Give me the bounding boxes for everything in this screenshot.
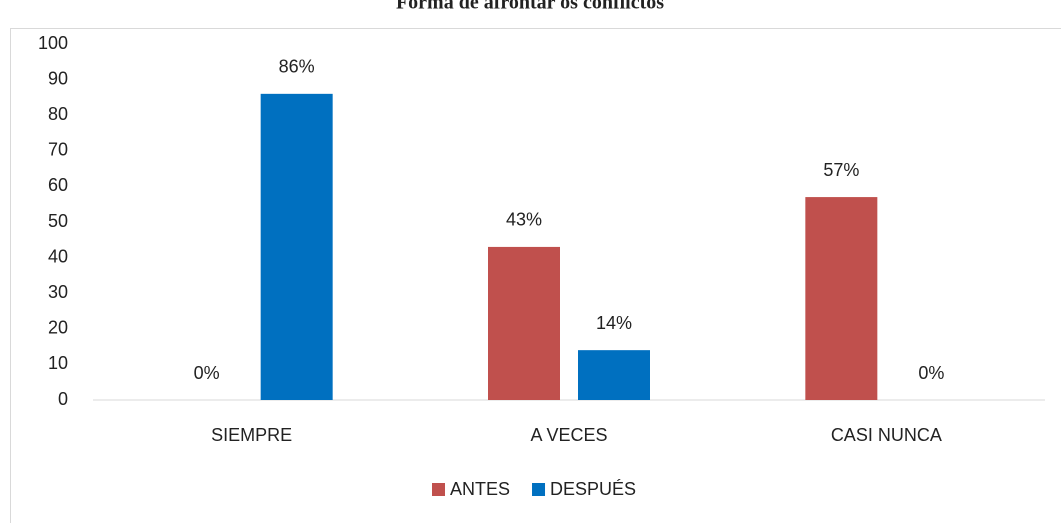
- data-label: 43%: [506, 210, 542, 230]
- y-tick-label: 20: [48, 318, 68, 338]
- y-tick-label: 0: [58, 389, 68, 409]
- bar: [260, 93, 333, 400]
- y-tick-label: 50: [48, 211, 68, 231]
- bar: [805, 197, 878, 400]
- y-tick-label: 70: [48, 140, 68, 160]
- legend-swatch: [432, 483, 445, 496]
- data-label: 57%: [823, 160, 859, 180]
- legend-label: DESPUÉS: [550, 479, 636, 499]
- y-tick-label: 30: [48, 282, 68, 302]
- y-tick-label: 80: [48, 104, 68, 124]
- bar: [488, 246, 560, 400]
- data-label: 86%: [279, 57, 315, 77]
- y-tick-label: 100: [38, 33, 68, 53]
- y-tick-label: 60: [48, 175, 68, 195]
- y-tick-label: 40: [48, 246, 68, 266]
- x-tick-label: A VECES: [530, 425, 607, 445]
- x-tick-label: CASI NUNCA: [831, 425, 942, 445]
- y-tick-label: 90: [48, 68, 68, 88]
- data-label: 14%: [596, 313, 632, 333]
- x-tick-label: SIEMPRE: [211, 425, 292, 445]
- legend-label: ANTES: [450, 479, 510, 499]
- bar: [578, 350, 650, 400]
- chart-title: Forma de afrontar os conflictos: [396, 0, 664, 14]
- data-label: 0%: [194, 363, 220, 383]
- chart-border: [10, 28, 1061, 523]
- data-label: 0%: [918, 363, 944, 383]
- y-tick-label: 10: [48, 353, 68, 373]
- legend-swatch: [532, 483, 546, 496]
